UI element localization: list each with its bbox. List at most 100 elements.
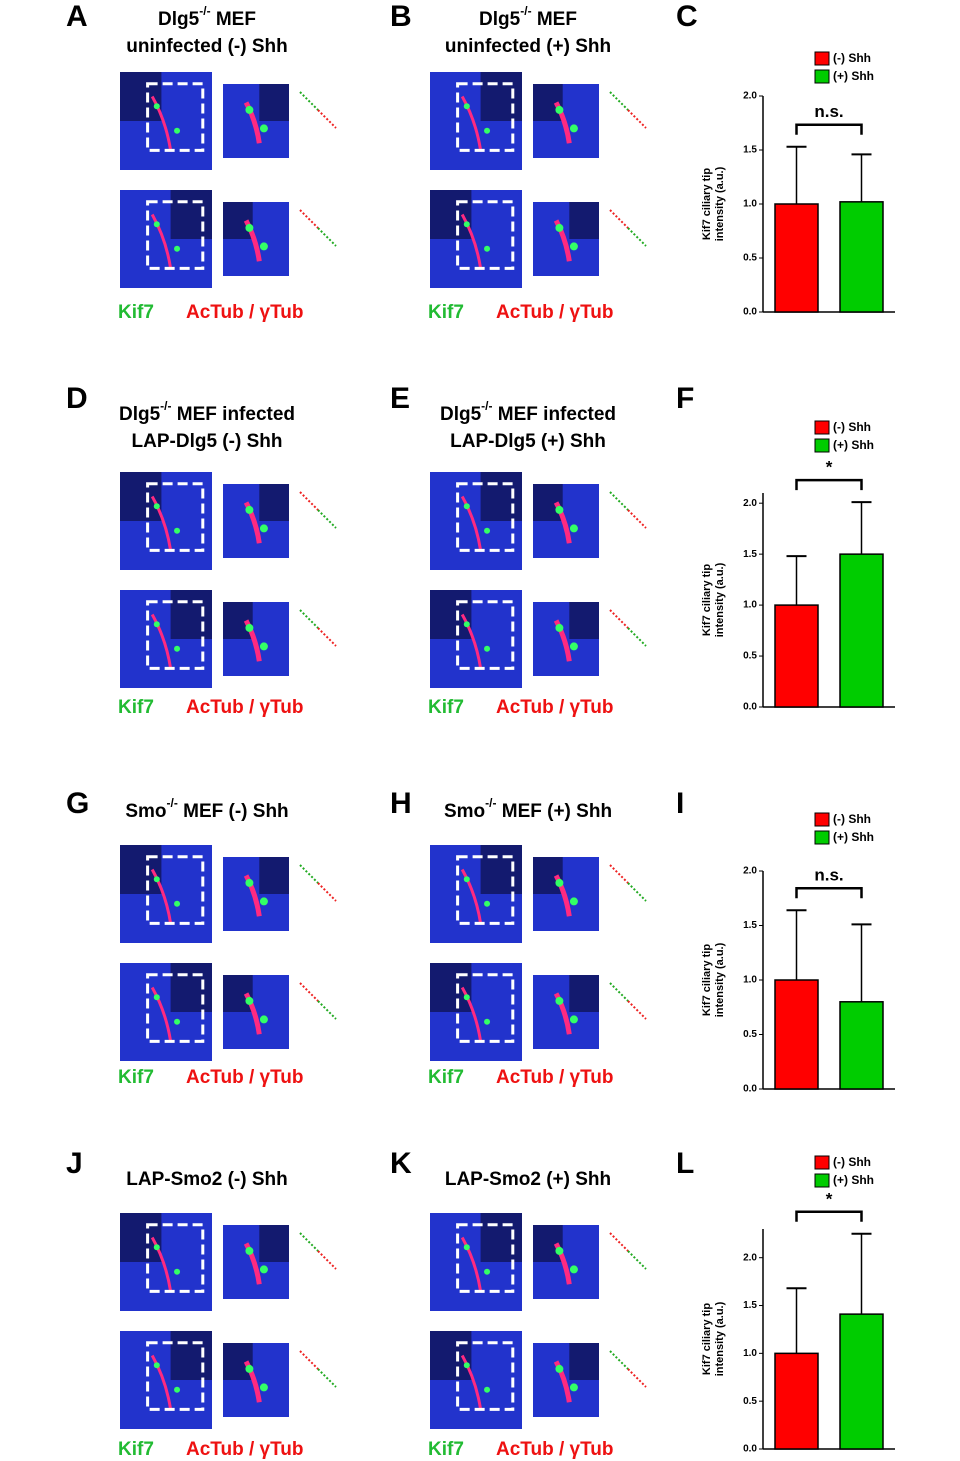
- stain-label: AcTub / γTub: [496, 1067, 614, 1088]
- double-arrow: [609, 609, 629, 629]
- title-text: MEF: [211, 9, 256, 30]
- kif7-dot: [555, 1364, 564, 1373]
- inset-box: [146, 1223, 205, 1293]
- y-axis-label: intensity (a.u.): [714, 166, 726, 241]
- double-arrow: [299, 864, 319, 884]
- micrograph-dark: [120, 72, 162, 121]
- micrograph-dark: [170, 190, 212, 239]
- y-axis-label: Kif7 ciliary tip: [701, 564, 713, 636]
- inset-box: [456, 1223, 515, 1293]
- cilium: [243, 874, 262, 917]
- title-superscript: -/-: [520, 4, 531, 18]
- kif7-dot: [153, 221, 160, 228]
- micrograph-dark: [170, 1331, 212, 1380]
- title-text: Dlg5: [158, 9, 200, 30]
- kif7-dot: [555, 996, 564, 1005]
- micrograph-dark: [480, 72, 522, 121]
- bar: [774, 1352, 819, 1450]
- double-arrow: [317, 1250, 337, 1270]
- micrograph-dark: [430, 190, 472, 239]
- cilium: [150, 986, 173, 1042]
- stain-label: Kif7: [118, 1067, 154, 1088]
- cilium: [460, 613, 483, 669]
- inset-box: [456, 82, 515, 152]
- kif7-dot: [463, 876, 470, 883]
- cilium: [150, 1236, 173, 1292]
- cilium: [460, 495, 483, 551]
- double-arrow: [299, 982, 319, 1002]
- cilium: [460, 213, 483, 269]
- title-superscript: -/-: [485, 796, 496, 810]
- double-arrow: [317, 882, 337, 902]
- kif7-dot: [153, 103, 160, 110]
- kif7-dot: [484, 1386, 491, 1393]
- double-arrow: [609, 209, 629, 229]
- panel-title: Dlg5-/- MEF infected: [119, 399, 295, 425]
- kif7-dot: [569, 124, 578, 133]
- title-text: MEF: [532, 9, 577, 30]
- title-superscript: -/-: [167, 796, 178, 810]
- kif7-dot: [174, 245, 181, 252]
- inset-box: [146, 82, 205, 152]
- kif7-dot: [174, 527, 181, 534]
- double-arrow: [609, 91, 629, 111]
- kif7-dot: [555, 105, 564, 114]
- micrograph-dark: [259, 84, 289, 121]
- bar: [774, 979, 819, 1090]
- cilium: [553, 219, 572, 262]
- kif7-dot: [153, 503, 160, 510]
- kif7-dot: [245, 1246, 254, 1255]
- kif7-dot: [245, 878, 254, 887]
- y-tick-label: 0.5: [743, 1029, 757, 1040]
- panel-letter: J: [66, 1147, 83, 1180]
- kif7-dot: [484, 127, 491, 134]
- kif7-dot: [463, 621, 470, 628]
- stain-label: AcTub / γTub: [186, 302, 304, 323]
- title-text: Dlg5: [440, 404, 482, 425]
- kif7-dot: [259, 1015, 268, 1024]
- y-axis-label: intensity (a.u.): [714, 1301, 726, 1376]
- significance-label: n.s.: [814, 866, 843, 885]
- title-text: Dlg5: [479, 9, 521, 30]
- double-arrow: [299, 209, 319, 229]
- legend-swatch: [814, 830, 830, 845]
- stain-label: Kif7: [118, 1439, 154, 1460]
- legend-swatch: [814, 812, 830, 827]
- y-tick-label: 1.0: [743, 600, 757, 611]
- panel-title: LAP-Dlg5 (-) Shh: [132, 431, 283, 452]
- kif7-dot: [463, 503, 470, 510]
- cilium: [460, 1236, 483, 1292]
- double-arrow: [299, 1350, 319, 1370]
- panel-letter: I: [676, 787, 684, 820]
- inset-box: [456, 482, 515, 552]
- inset-box: [456, 973, 515, 1043]
- cilium: [150, 1354, 173, 1410]
- double-arrow: [627, 227, 647, 247]
- cilium: [243, 992, 262, 1035]
- kif7-dot: [569, 897, 578, 906]
- double-arrow: [299, 491, 319, 511]
- kif7-dot: [569, 1265, 578, 1274]
- bar: [839, 1313, 884, 1450]
- legend-swatch: [814, 1155, 830, 1170]
- y-tick-label: 0.0: [743, 702, 757, 713]
- cilium: [150, 95, 173, 151]
- inset-box: [456, 600, 515, 670]
- y-axis-label: Kif7 ciliary tip: [701, 1303, 713, 1375]
- kif7-dot: [484, 900, 491, 907]
- panel-letter: D: [66, 382, 88, 415]
- title-text: Smo: [125, 801, 166, 822]
- cilium: [243, 1242, 262, 1285]
- y-axis-label: Kif7 ciliary tip: [701, 944, 713, 1016]
- y-tick-label: 1.0: [743, 199, 757, 210]
- cilium: [150, 868, 173, 924]
- kif7-dot: [174, 1268, 181, 1275]
- legend-label: (+) Shh: [833, 438, 874, 452]
- kif7-dot: [484, 1268, 491, 1275]
- double-arrow: [317, 227, 337, 247]
- y-tick-label: 2.0: [743, 91, 757, 102]
- double-arrow: [627, 1368, 647, 1388]
- stain-label: Kif7: [428, 302, 464, 323]
- kif7-dot: [569, 242, 578, 251]
